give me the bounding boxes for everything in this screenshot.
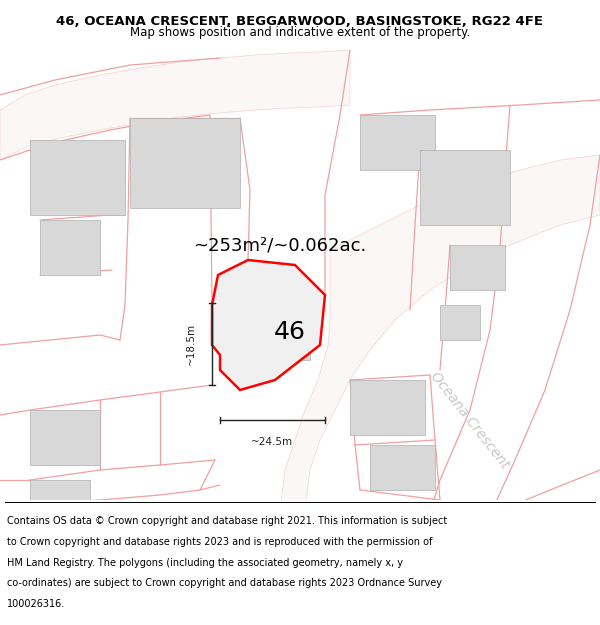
Text: 46, OCEANA CRESCENT, BEGGARWOOD, BASINGSTOKE, RG22 4FE: 46, OCEANA CRESCENT, BEGGARWOOD, BASINGS… bbox=[56, 15, 544, 28]
Bar bbox=[40, 220, 100, 275]
Text: ~253m²/~0.062ac.: ~253m²/~0.062ac. bbox=[193, 236, 367, 254]
Bar bbox=[420, 150, 510, 225]
Bar bbox=[360, 115, 435, 170]
Text: 46: 46 bbox=[274, 320, 306, 344]
Text: co-ordinates) are subject to Crown copyright and database rights 2023 Ordnance S: co-ordinates) are subject to Crown copyr… bbox=[7, 578, 442, 588]
Bar bbox=[130, 118, 240, 208]
Text: Contains OS data © Crown copyright and database right 2021. This information is : Contains OS data © Crown copyright and d… bbox=[7, 516, 448, 526]
Polygon shape bbox=[0, 50, 350, 160]
Bar bbox=[440, 305, 480, 340]
Bar bbox=[370, 445, 435, 490]
Bar bbox=[30, 140, 125, 215]
Text: 100026316.: 100026316. bbox=[7, 599, 65, 609]
Text: HM Land Registry. The polygons (including the associated geometry, namely x, y: HM Land Registry. The polygons (includin… bbox=[7, 558, 403, 568]
Text: Map shows position and indicative extent of the property.: Map shows position and indicative extent… bbox=[130, 26, 470, 39]
Text: Oceana Crescent: Oceana Crescent bbox=[428, 369, 512, 471]
Text: ~24.5m: ~24.5m bbox=[251, 437, 293, 447]
Polygon shape bbox=[212, 260, 325, 390]
Polygon shape bbox=[280, 155, 600, 510]
Bar bbox=[30, 480, 90, 525]
Bar bbox=[30, 410, 100, 465]
Bar bbox=[450, 245, 505, 290]
Text: ~18.5m: ~18.5m bbox=[186, 323, 196, 365]
Bar bbox=[350, 380, 425, 435]
Text: to Crown copyright and database rights 2023 and is reproduced with the permissio: to Crown copyright and database rights 2… bbox=[7, 537, 433, 547]
Bar bbox=[230, 290, 310, 360]
